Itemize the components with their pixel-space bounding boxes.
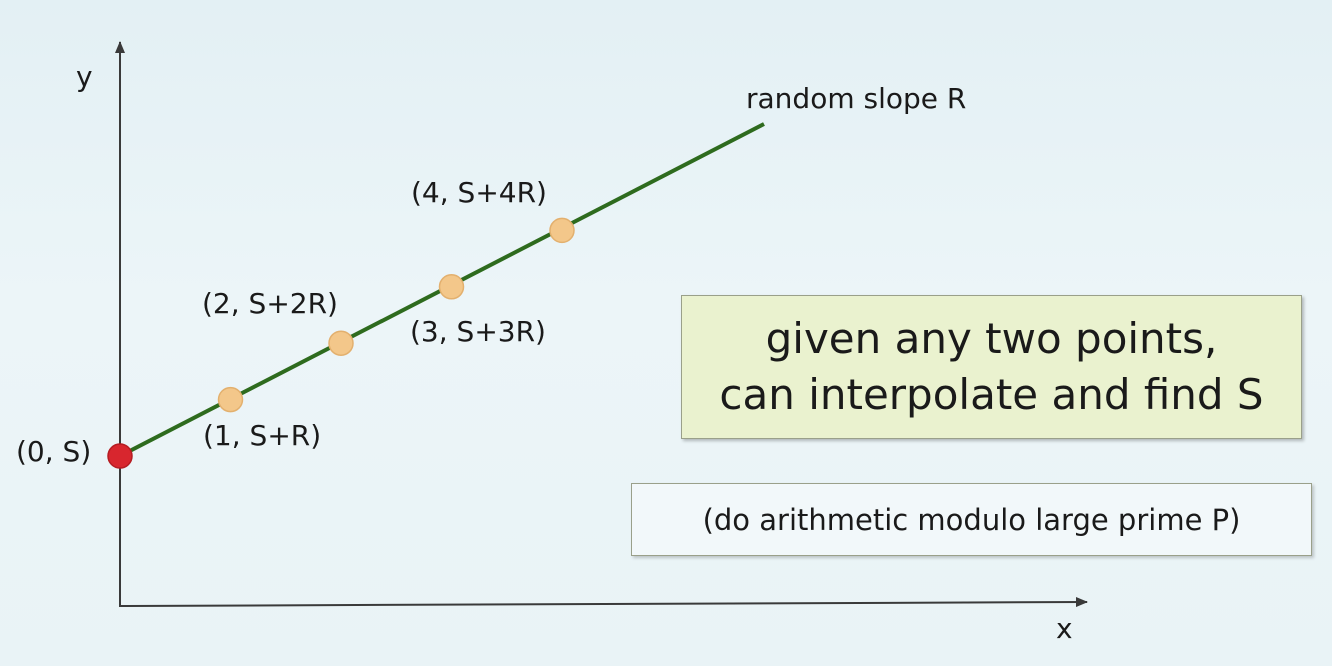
callout-line-1: given any two points, bbox=[765, 314, 1218, 363]
point-label-1: (1, S+R) bbox=[203, 419, 322, 452]
point-marker-2 bbox=[328, 330, 354, 356]
point-label-4: (4, S+4R) bbox=[411, 176, 547, 209]
slope-label: random slope R bbox=[746, 82, 967, 115]
point-label-2: (2, S+2R) bbox=[202, 287, 338, 320]
point-marker-3 bbox=[438, 274, 465, 300]
point-label-0: (0, S) bbox=[16, 435, 92, 468]
x-axis bbox=[119, 597, 1088, 608]
x-axis-label: x bbox=[1056, 612, 1073, 645]
point-label-3: (3, S+3R) bbox=[410, 315, 546, 348]
interpolation-callout: given any two points, can interpolate an… bbox=[681, 295, 1302, 439]
point-marker-0 bbox=[107, 443, 133, 469]
modulo-note-text: (do arithmetic modulo large prime P) bbox=[702, 502, 1241, 537]
point-marker-4 bbox=[549, 217, 575, 244]
point-marker-1 bbox=[217, 386, 244, 413]
modulo-note: (do arithmetic modulo large prime P) bbox=[631, 483, 1312, 556]
y-axis-label: y bbox=[76, 60, 93, 93]
callout-line-2: can interpolate and find S bbox=[719, 370, 1264, 419]
points-layer bbox=[107, 217, 575, 469]
